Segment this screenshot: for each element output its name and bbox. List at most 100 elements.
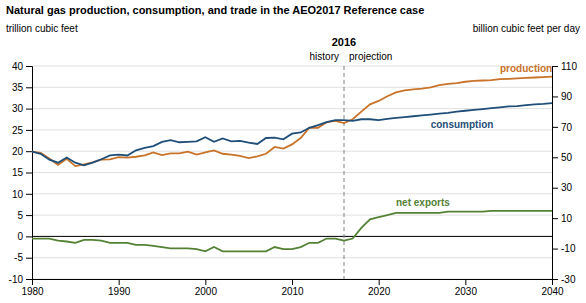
y2-tick-mark [552, 279, 558, 280]
y2-tick: -30 [552, 274, 576, 285]
y2-tick-mark [552, 127, 558, 128]
y-tick-mark [26, 151, 32, 152]
x-tick-label: 1990 [108, 286, 131, 297]
grid-line [32, 215, 552, 216]
y-tick-label: 30 [12, 103, 24, 114]
y-tick-label: 0 [17, 231, 23, 242]
chart-svg: 1980199020002010202020302040-10-50510152… [0, 0, 586, 303]
y-tick: 10 [12, 189, 32, 200]
y2-tick-label: 90 [561, 91, 573, 102]
y-tick-label: -10 [9, 274, 24, 285]
y2-tick-mark [552, 66, 558, 67]
chart-container: 1980199020002010202020302040-10-50510152… [0, 0, 586, 303]
y-axis-line [26, 67, 33, 280]
y2-tick-mark [552, 188, 558, 189]
x-axis-line [33, 280, 553, 286]
y2-tick-mark [552, 96, 558, 97]
x-tick: 2000 [195, 279, 218, 297]
x-axis: 1980 1990 2000 2010 2020 2030 2040 [21, 279, 564, 297]
y-tick: 5 [17, 210, 32, 221]
y-axis-title: trillion cubic feet [6, 23, 78, 34]
y-tick: 0 [17, 231, 32, 242]
y2-tick-label: 30 [561, 182, 573, 193]
y2-tick: 10 [552, 213, 573, 224]
y-tick: -5 [14, 252, 32, 263]
y2-tick: 90 [552, 91, 573, 102]
y-tick-mark [26, 87, 32, 88]
y-tick-mark [26, 109, 32, 110]
series-label: consumption [431, 119, 494, 130]
y-tick-label: 25 [12, 125, 24, 136]
x-tick-mark [465, 279, 466, 285]
y-tick-mark [26, 130, 32, 131]
x-tick: 2030 [455, 279, 478, 297]
grid-line [32, 108, 552, 109]
title: Natural gas production, consumption, and… [6, 4, 424, 16]
y-tick-mark [26, 279, 32, 280]
y2-tick: 50 [552, 152, 573, 163]
y-tick-mark [26, 66, 32, 67]
series-label: net exports [396, 197, 450, 208]
y2-tick-mark [552, 157, 558, 158]
y2-tick: 110 [552, 61, 577, 72]
grid-line [32, 66, 552, 67]
y-tick-label: 10 [12, 189, 24, 200]
grid-line [32, 87, 552, 88]
x-tick: 2010 [281, 279, 304, 297]
y2-tick-label: -10 [561, 243, 576, 254]
x-tick: 1980 [21, 279, 44, 297]
y2-tick-mark [552, 249, 558, 250]
x-tick-mark [379, 279, 380, 285]
y2-tick-label: 10 [561, 213, 573, 224]
y2-tick-label: 110 [561, 61, 577, 72]
y2-axis: -30 -10 10 30 50 70 90 110 [552, 61, 577, 285]
divider-line [344, 66, 345, 279]
x-tick-mark [292, 279, 293, 285]
y2-axis-line [553, 67, 559, 280]
y-tick-mark [26, 173, 32, 174]
y-tick: 25 [12, 125, 32, 136]
y-tick-mark [26, 194, 32, 195]
grid-line [32, 257, 552, 258]
y-tick-label: 35 [12, 82, 24, 93]
series-labels: production consumption net exports [396, 63, 552, 208]
annotation: history [310, 51, 339, 62]
x-tick-label: 2040 [541, 286, 564, 297]
grid-line [32, 193, 552, 194]
y-tick: 20 [12, 146, 32, 157]
y-tick-mark [26, 236, 32, 237]
y-tick-label: 20 [12, 146, 24, 157]
y2-tick: 70 [552, 122, 573, 133]
series-line [32, 211, 552, 251]
divider-label: 2016 [332, 36, 356, 48]
y-tick: 30 [12, 103, 32, 114]
y2-tick: 30 [552, 182, 573, 193]
series-line [32, 77, 552, 166]
y2-tick-label: -30 [561, 274, 576, 285]
y-tick: 15 [12, 167, 32, 178]
series-label: production [500, 63, 552, 74]
x-tick-label: 2000 [195, 286, 218, 297]
annotation: projection [349, 51, 392, 62]
y-tick-label: 15 [12, 167, 24, 178]
x-tick-label: 2010 [281, 286, 304, 297]
y-tick-mark [26, 215, 32, 216]
grid-line [32, 172, 552, 173]
y-tick: 35 [12, 82, 32, 93]
x-tick-label: 2030 [455, 286, 478, 297]
y2-tick-label: 50 [561, 152, 573, 163]
y2-tick-mark [552, 218, 558, 219]
reference-lines [32, 66, 552, 279]
grid [32, 66, 552, 279]
x-tick-mark [205, 279, 206, 285]
y-tick-label: -5 [14, 252, 23, 263]
series-line [32, 103, 552, 165]
y-tick-label: 5 [17, 210, 23, 221]
x-tick-label: 2020 [368, 286, 391, 297]
plot-area [32, 77, 552, 252]
y2-tick: -10 [552, 243, 576, 254]
x-tick-label: 1980 [21, 286, 44, 297]
y-tick: -10 [9, 274, 32, 285]
grid-line [32, 151, 552, 152]
x-tick-mark [119, 279, 120, 285]
